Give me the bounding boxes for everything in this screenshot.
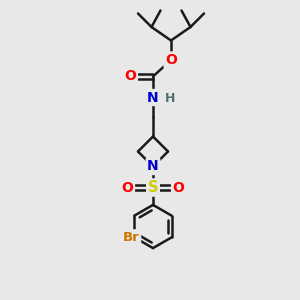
- Text: O: O: [122, 181, 134, 194]
- Text: N: N: [147, 91, 159, 104]
- Text: O: O: [124, 70, 136, 83]
- Text: S: S: [148, 180, 158, 195]
- Text: O: O: [165, 53, 177, 67]
- Text: O: O: [172, 181, 184, 194]
- Text: H: H: [164, 92, 175, 105]
- Text: Br: Br: [123, 231, 140, 244]
- Text: N: N: [147, 160, 159, 173]
